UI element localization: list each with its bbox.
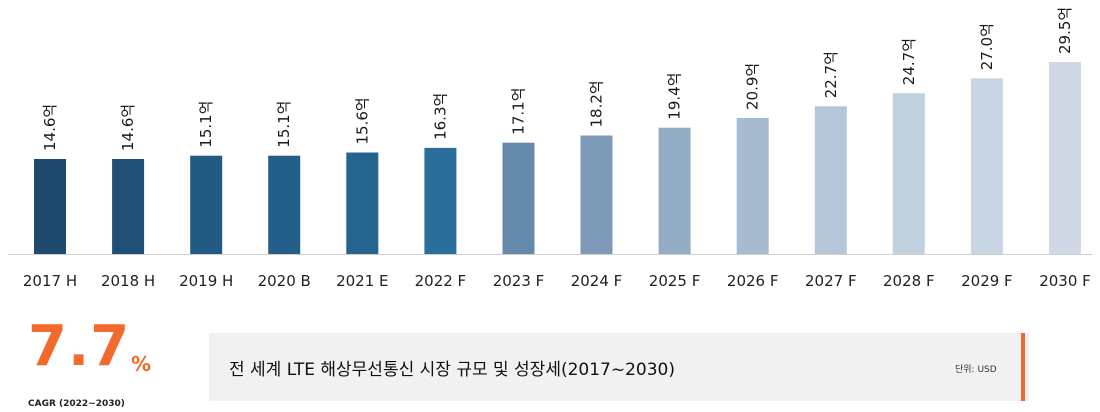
data-label: 19.4억 xyxy=(666,72,684,119)
x-tick-label: 2020 B xyxy=(258,272,311,290)
chart-caption-title: 전 세계 LTE 해상무선통신 시장 규모 및 성장세(2017~2030) xyxy=(229,360,675,380)
value-labels-layer: 14.6억 14.6억 15.1억 15.1억 15.6억 16.3억 17.1억 18.2억… xyxy=(41,7,1074,151)
bar-2028-F xyxy=(892,93,925,254)
bar-2017-H xyxy=(34,159,66,254)
x-tick-label: 2019 H xyxy=(179,272,233,290)
x-tick-label: 2023 F xyxy=(493,272,545,290)
bar-2021-E xyxy=(346,152,379,254)
bar-2026-F xyxy=(736,118,769,254)
category-labels-layer: 2017 H 2018 H 2019 H 2020 B 2021 E 2022 F 2023… xyxy=(23,272,1091,290)
x-tick-label: 2028 F xyxy=(883,272,935,290)
cagr-label: CAGR (2022~2030) xyxy=(28,399,125,409)
data-label: 17.1억 xyxy=(510,87,528,134)
x-tick-label: 2017 H xyxy=(23,272,77,290)
cagr-unit: % xyxy=(131,352,152,376)
x-tick-label: 2025 F xyxy=(649,272,701,290)
data-label: 15.1억 xyxy=(197,100,215,147)
bar-chart: 14.6억 14.6억 15.1억 15.1억 15.6억 16.3억 17.1억 18.2억… xyxy=(8,7,1092,290)
bar-2025-F xyxy=(658,127,691,254)
bar-2030-F xyxy=(1049,62,1081,254)
bar-2024-F xyxy=(580,135,613,254)
x-tick-label: 2022 F xyxy=(415,272,467,290)
bar-2018-H xyxy=(112,159,145,254)
data-label: 15.1억 xyxy=(275,100,293,147)
bar-2023-F xyxy=(502,142,535,254)
data-label: 15.6억 xyxy=(353,97,371,144)
chart-unit-label: 단위: USD xyxy=(955,365,997,375)
x-tick-label: 2026 F xyxy=(727,272,779,290)
bar-2029-F xyxy=(970,78,1003,254)
x-tick-label: 2021 E xyxy=(336,272,388,290)
cagr-block: 7.7 % CAGR (2022~2030) xyxy=(28,315,178,410)
chart-caption-box: 전 세계 LTE 해상무선통신 시장 규모 및 성장세(2017~2030) 단… xyxy=(209,333,1029,401)
bar-2027-F xyxy=(814,106,847,254)
data-label: 29.5억 xyxy=(1056,7,1074,54)
bars-layer xyxy=(34,62,1081,254)
data-label: 16.3억 xyxy=(431,93,449,140)
x-tick-label: 2029 F xyxy=(961,272,1013,290)
data-label: 18.2억 xyxy=(588,80,606,127)
data-label: 14.6억 xyxy=(119,104,137,151)
data-label: 24.7억 xyxy=(900,38,918,85)
bar-2022-F xyxy=(424,147,457,254)
data-label: 14.6억 xyxy=(41,104,59,151)
x-tick-label: 2027 F xyxy=(805,272,857,290)
cagr-value: 7.7 xyxy=(28,314,131,379)
data-label: 27.0억 xyxy=(978,23,996,70)
data-label: 20.9억 xyxy=(744,63,762,110)
bar-2019-H xyxy=(190,155,223,254)
x-tick-label: 2024 F xyxy=(571,272,623,290)
bar-2020-B xyxy=(268,155,301,254)
x-tick-label: 2018 H xyxy=(101,272,155,290)
x-tick-label: 2030 F xyxy=(1039,272,1091,290)
caption-accent-bar xyxy=(1021,333,1025,401)
data-label: 22.7억 xyxy=(822,51,840,98)
